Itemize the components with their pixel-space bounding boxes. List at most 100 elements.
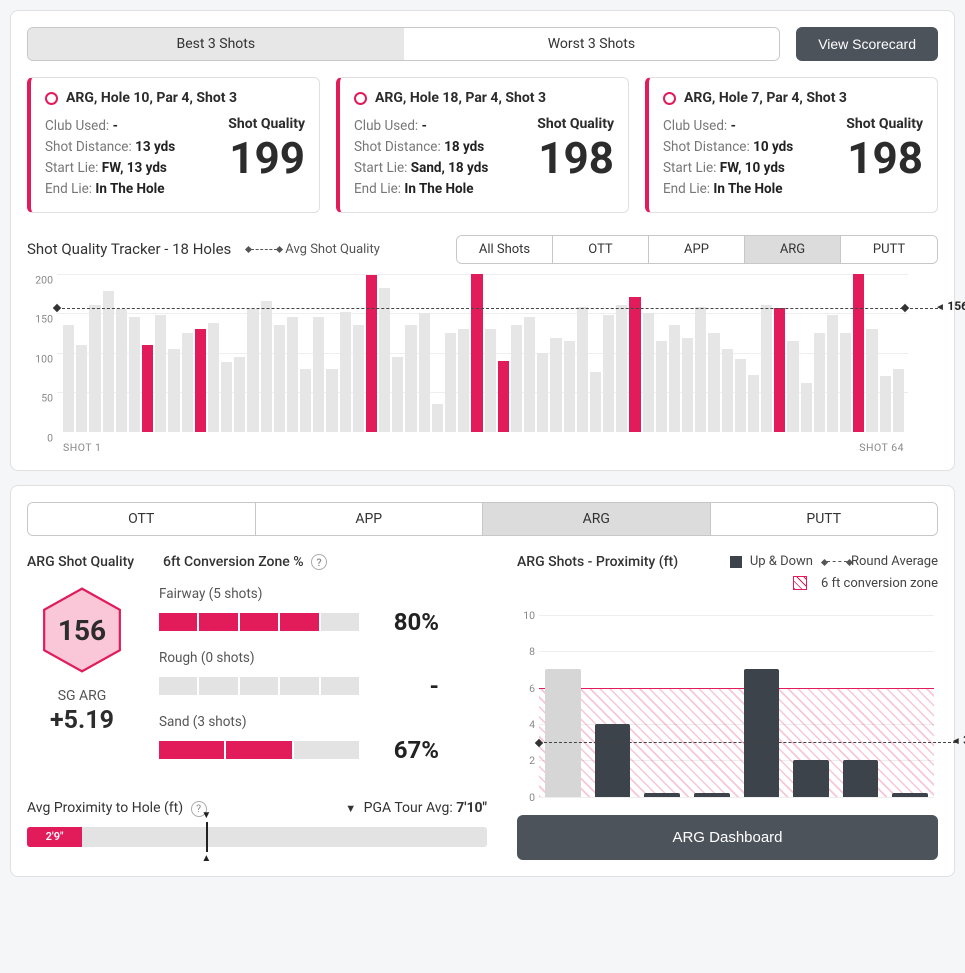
- proximity-bar[interactable]: [843, 760, 879, 796]
- tracker-bar[interactable]: [840, 333, 851, 432]
- filter-arg[interactable]: ARG: [745, 236, 841, 263]
- tracker-bar[interactable]: [221, 362, 232, 432]
- top-tab-row: Best 3 Shots Worst 3 Shots View Scorecar…: [27, 27, 938, 61]
- proximity-bar[interactable]: [793, 760, 829, 796]
- sg-value: +5.19: [27, 706, 137, 735]
- tracker-bar[interactable]: [340, 312, 351, 432]
- tracker-bar[interactable]: [590, 372, 601, 431]
- tracker-bar[interactable]: [550, 338, 561, 431]
- tracker-bar[interactable]: [274, 325, 285, 432]
- tracker-bar[interactable]: [458, 329, 469, 432]
- tracker-bar[interactable]: [103, 291, 114, 432]
- filter-all-shots[interactable]: All Shots: [457, 236, 553, 263]
- tracker-bar[interactable]: [735, 359, 746, 432]
- tracker-bar[interactable]: [498, 361, 509, 432]
- cz-pct: -: [379, 672, 439, 700]
- category-tab-ott[interactable]: OTT: [28, 503, 256, 535]
- tracker-bar[interactable]: [537, 353, 548, 432]
- tracker-bar[interactable]: [313, 317, 324, 432]
- shot-card[interactable]: ARG, Hole 10, Par 4, Shot 3 Club Used: -…: [27, 77, 320, 213]
- tracker-bar[interactable]: [76, 345, 87, 432]
- tracker-bar[interactable]: [366, 275, 377, 431]
- tracker-bar[interactable]: [801, 383, 812, 432]
- tracker-bar[interactable]: [682, 338, 693, 431]
- tracker-bar[interactable]: [708, 333, 719, 432]
- legend-avg-label: Avg Shot Quality: [285, 242, 380, 257]
- tracker-bar[interactable]: [761, 305, 772, 431]
- tracker-bar[interactable]: [247, 309, 258, 431]
- tracker-bar[interactable]: [603, 315, 614, 432]
- proximity-bar[interactable]: [694, 793, 730, 797]
- tracker-bar[interactable]: [208, 323, 219, 432]
- shot-card[interactable]: ARG, Hole 18, Par 4, Shot 3 Club Used: -…: [336, 77, 629, 213]
- tracker-bar[interactable]: [853, 274, 864, 432]
- tracker-bar[interactable]: [300, 369, 311, 432]
- tracker-bar[interactable]: [432, 404, 443, 432]
- shot-card-header: ARG, Hole 10, Par 4, Shot 3: [45, 90, 305, 106]
- cz-segment: [199, 677, 237, 695]
- cz-pct: 67%: [379, 736, 439, 764]
- prox-legend-row-1: ARG Shots - Proximity (ft) Up & Down Rou…: [517, 554, 938, 570]
- tracker-bar[interactable]: [866, 329, 877, 432]
- tracker-bar[interactable]: [524, 317, 535, 432]
- tracker-bar[interactable]: [471, 274, 482, 432]
- tracker-bar[interactable]: [168, 349, 179, 432]
- tracker-bar[interactable]: [722, 349, 733, 432]
- tracker-bar[interactable]: [827, 315, 838, 432]
- tracker-bar[interactable]: [392, 357, 403, 432]
- tracker-bar[interactable]: [287, 317, 298, 432]
- filter-putt[interactable]: PUTT: [841, 236, 937, 263]
- tracker-bar[interactable]: [748, 375, 759, 432]
- tracker-bar[interactable]: [511, 325, 522, 432]
- proximity-bar[interactable]: [545, 669, 581, 796]
- category-tab-putt[interactable]: PUTT: [711, 503, 938, 535]
- proximity-bar[interactable]: [744, 669, 780, 796]
- tracker-bar[interactable]: [629, 297, 640, 431]
- filter-app[interactable]: APP: [649, 236, 745, 263]
- tracker-bar[interactable]: [880, 376, 891, 431]
- proximity-bar[interactable]: [644, 793, 680, 797]
- tracker-bar[interactable]: [63, 325, 74, 432]
- category-tab-app[interactable]: APP: [256, 503, 484, 535]
- tracker-bar[interactable]: [774, 308, 785, 431]
- tracker-bar[interactable]: [656, 341, 667, 432]
- tracker-bar[interactable]: [669, 325, 680, 432]
- square-icon: [730, 556, 742, 568]
- help-icon[interactable]: ?: [311, 554, 327, 570]
- tracker-bar[interactable]: [419, 313, 430, 432]
- tab-worst-shots[interactable]: Worst 3 Shots: [404, 28, 780, 60]
- tracker-bar[interactable]: [814, 333, 825, 432]
- tab-best-shots[interactable]: Best 3 Shots: [28, 28, 404, 60]
- proximity-bar[interactable]: [892, 793, 928, 797]
- tracker-bar[interactable]: [616, 305, 627, 431]
- tracker-bar[interactable]: [405, 325, 416, 432]
- shot-card[interactable]: ARG, Hole 7, Par 4, Shot 3 Club Used: - …: [645, 77, 938, 213]
- tracker-bar[interactable]: [89, 305, 100, 431]
- tracker-bar[interactable]: [564, 341, 575, 432]
- tracker-bar[interactable]: [142, 345, 153, 432]
- tracker-bar[interactable]: [695, 307, 706, 432]
- tracker-bar[interactable]: [485, 329, 496, 432]
- legend-round-avg: Round Average: [827, 554, 938, 569]
- view-scorecard-button[interactable]: View Scorecard: [796, 27, 938, 61]
- tracker-bar[interactable]: [445, 333, 456, 432]
- tracker-bar[interactable]: [234, 357, 245, 432]
- tracker-bar[interactable]: [893, 369, 904, 432]
- cz-label: Sand (3 shots): [159, 714, 487, 730]
- tracker-bar[interactable]: [353, 325, 364, 432]
- category-tab-arg[interactable]: ARG: [483, 503, 711, 535]
- filter-ott[interactable]: OTT: [553, 236, 649, 263]
- proximity-bar[interactable]: [595, 724, 631, 797]
- tracker-bar[interactable]: [379, 288, 390, 432]
- tracker-bar[interactable]: [261, 301, 272, 431]
- arg-dashboard-button[interactable]: ARG Dashboard: [517, 815, 938, 860]
- tracker-bar[interactable]: [643, 313, 654, 432]
- tracker-bar[interactable]: [129, 317, 140, 432]
- tracker-bar[interactable]: [326, 369, 337, 432]
- tracker-bar[interactable]: [195, 329, 206, 432]
- tracker-bar[interactable]: [182, 333, 193, 432]
- tracker-bar[interactable]: [787, 341, 798, 432]
- tracker-bar[interactable]: [577, 307, 588, 432]
- tracker-bar[interactable]: [155, 315, 166, 432]
- tracker-bar[interactable]: [116, 309, 127, 431]
